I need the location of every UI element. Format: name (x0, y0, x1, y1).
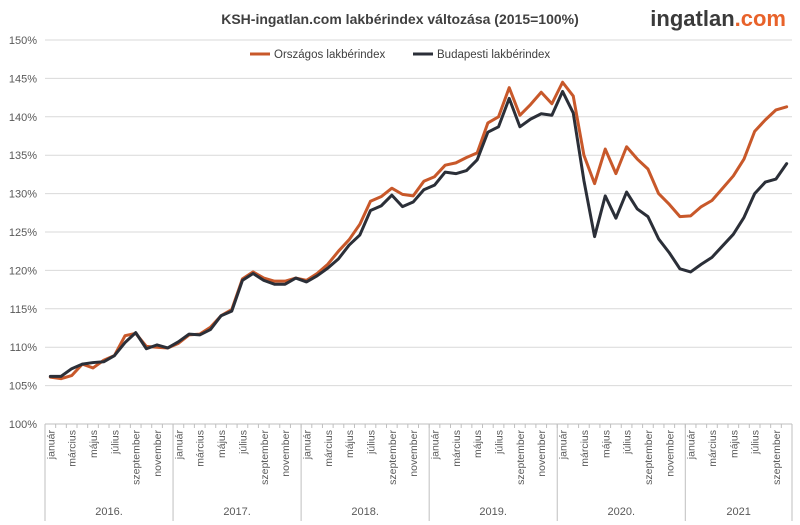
x-tick-label: július (237, 430, 249, 455)
x-tick-label: szeptember (515, 429, 527, 484)
x-tick-label: szeptember (643, 429, 655, 484)
y-tick-label: 125% (9, 227, 37, 239)
legend-label: Országos lakbérindex (274, 49, 385, 61)
y-tick-label: 120% (9, 265, 37, 277)
x-tick-label: március (67, 430, 79, 467)
x-tick-label: szeptember (387, 429, 399, 484)
x-tick-label: július (622, 430, 634, 455)
x-tick-label: március (707, 430, 719, 467)
series-line-orszagos (48, 80, 789, 381)
x-tick-label: május (216, 430, 228, 458)
x-tick-label: július (750, 430, 762, 455)
series-line-budapesti (48, 89, 789, 378)
x-tick-label: január (45, 430, 57, 461)
x-tick-label: november (664, 430, 676, 477)
x-tick-label: szeptember (131, 429, 143, 484)
x-tick-label: szeptember (259, 429, 271, 484)
x-axis: január március május július szeptember novemb… (44, 424, 793, 521)
legend-label: Budapesti lakbérindex (437, 49, 550, 61)
x-tick-label: január (686, 430, 698, 461)
x-tick-label: május (728, 430, 740, 458)
x-tick-label: szeptember (771, 429, 783, 484)
y-tick-label: 100% (9, 419, 37, 431)
x-tick-label: november (152, 430, 164, 477)
x-tick-label: május (344, 430, 356, 458)
y-tick-label: 140% (9, 112, 37, 124)
year-label: 2016. (95, 506, 123, 518)
y-tick-label: 105% (9, 381, 37, 393)
y-tick-label: 145% (9, 73, 37, 85)
x-tick-label: május (88, 430, 100, 458)
year-label: 2021 (726, 506, 750, 518)
legend: Országos lakbérindex Budapesti lakbérinde… (250, 49, 550, 61)
x-tick-label: január (173, 430, 185, 461)
brand-logo-part2: .com (735, 6, 786, 31)
x-tick-label: január (301, 430, 313, 461)
y-tick-label: 110% (10, 342, 38, 354)
x-tick-label: július (109, 430, 121, 455)
year-label: 2020. (607, 506, 635, 518)
year-label: 2018. (351, 506, 379, 518)
brand-logo: ingatlan.com (650, 6, 786, 31)
x-tick-label: január (430, 430, 442, 461)
brand-logo-part1: ingatlan (650, 6, 734, 31)
chart-title: KSH-ingatlan.com lakbérindex változása (… (221, 11, 579, 27)
x-tick-label: november (536, 430, 548, 477)
x-tick-label: május (472, 430, 484, 458)
year-label: 2019. (479, 506, 507, 518)
x-tick-label: november (408, 430, 420, 477)
x-tick-label: november (280, 430, 292, 477)
y-tick-label: 135% (9, 150, 37, 162)
x-tick-label: július (365, 430, 377, 455)
y-tick-label: 150% (9, 35, 37, 47)
x-tick-label: március (579, 430, 591, 467)
x-tick-label: január (558, 430, 570, 461)
y-tick-label: 115% (10, 304, 38, 316)
year-label: 2017. (223, 506, 251, 518)
y-axis-ticks: 100% 105% 110% 115% 120% 125% 130% 135% 140% 145%… (9, 35, 37, 431)
grid-lines (45, 39, 792, 425)
series-lines (48, 80, 789, 381)
x-tick-label: március (195, 430, 207, 467)
x-tick-label: március (451, 430, 463, 467)
y-tick-label: 130% (9, 189, 37, 201)
x-tick-label: július (494, 430, 506, 455)
x-tick-label: május (600, 430, 612, 458)
x-tick-label: március (323, 430, 335, 467)
